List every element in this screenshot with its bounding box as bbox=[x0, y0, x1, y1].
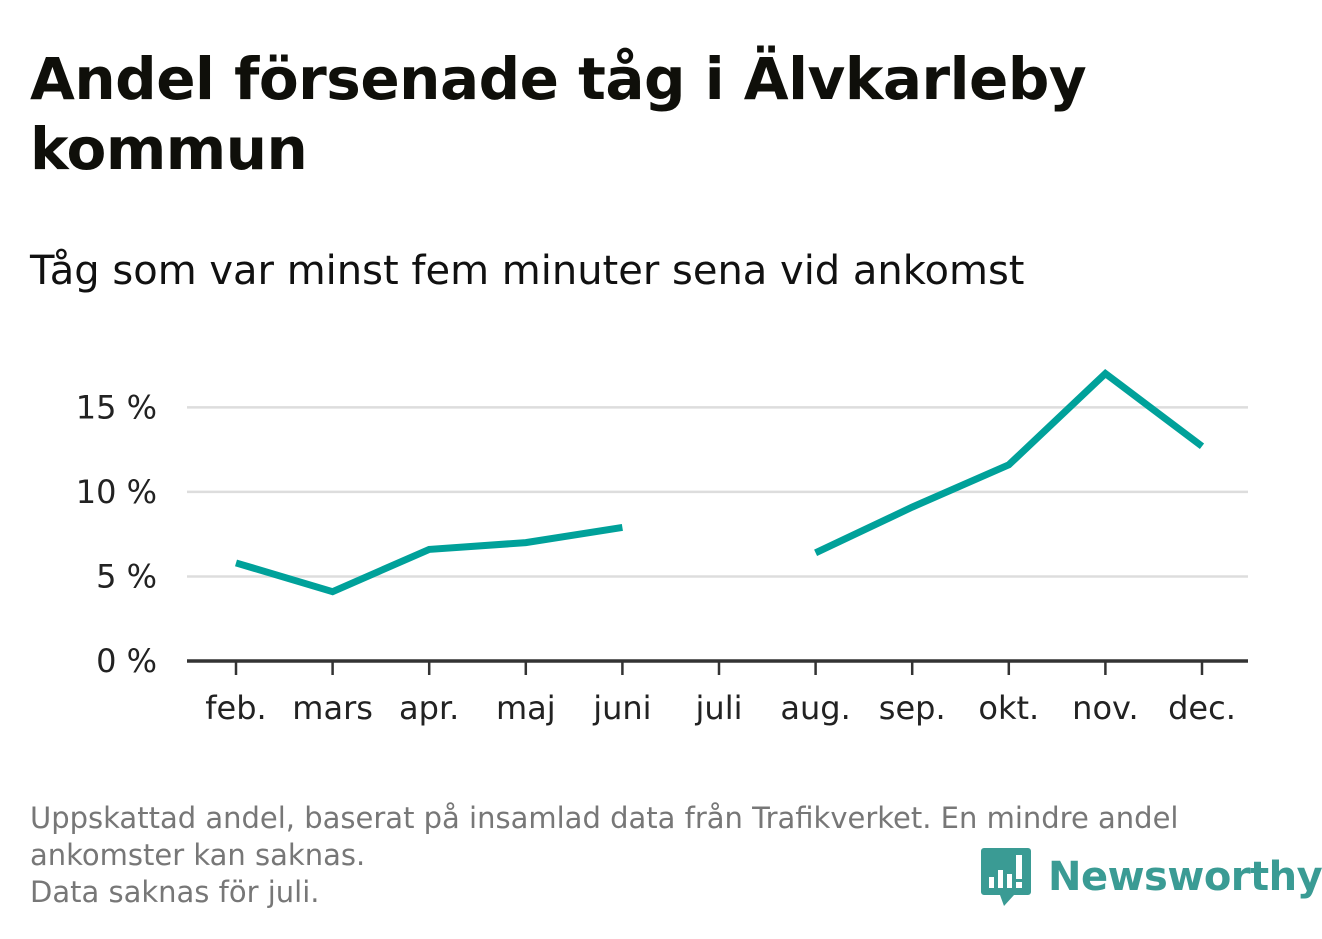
newsworthy-logo-icon bbox=[981, 848, 1031, 906]
x-tick-label: dec. bbox=[1168, 689, 1236, 727]
y-tick-label: 15 % bbox=[76, 388, 157, 426]
x-tick-label: okt. bbox=[978, 689, 1039, 727]
brand-name: Newsworthy bbox=[1048, 854, 1322, 900]
series-line bbox=[235, 523, 623, 596]
x-tick-label: aug. bbox=[780, 689, 850, 727]
gridlines bbox=[187, 406, 1248, 578]
y-axis-ticks: 0 % 5 % 10 % 15 % bbox=[76, 388, 157, 680]
x-tick-label: feb. bbox=[205, 689, 266, 727]
y-tick-label: 0 % bbox=[96, 642, 157, 680]
footnote-line: Data saknas för juli. bbox=[30, 875, 320, 909]
x-axis-ticks: feb. mars apr. maj juni juli aug. sep. okt. nov. d… bbox=[205, 661, 1236, 727]
x-tick-label: juli bbox=[695, 689, 743, 727]
y-tick-label: 10 % bbox=[76, 473, 157, 511]
footnote-line: Uppskattad andel, baserat på insamlad da… bbox=[30, 801, 1179, 835]
brand: Newsworthy bbox=[980, 846, 1322, 908]
line-chart: 0 % 5 % 10 % 15 % feb. mars apr. maj juni juli au… bbox=[76, 368, 1248, 727]
x-tick-label: mars bbox=[292, 689, 373, 727]
x-tick-label: juni bbox=[592, 689, 651, 727]
footnote: Uppskattad andel, baserat på insamlad da… bbox=[30, 800, 1290, 911]
chart-title: Andel försenade tåg i Älvkarleby kommun bbox=[30, 45, 1087, 183]
chart-subtitle: Tåg som var minst fem minuter sena vid a… bbox=[30, 248, 1025, 294]
x-tick-label: sep. bbox=[879, 689, 946, 727]
x-tick-label: apr. bbox=[399, 689, 459, 727]
x-tick-label: nov. bbox=[1072, 689, 1138, 727]
y-tick-label: 5 % bbox=[96, 557, 157, 595]
series-line bbox=[814, 368, 1205, 556]
series-layer bbox=[235, 368, 1205, 596]
x-tick-label: maj bbox=[496, 689, 556, 727]
footnote-line: ankomster kan saknas. bbox=[30, 838, 366, 872]
